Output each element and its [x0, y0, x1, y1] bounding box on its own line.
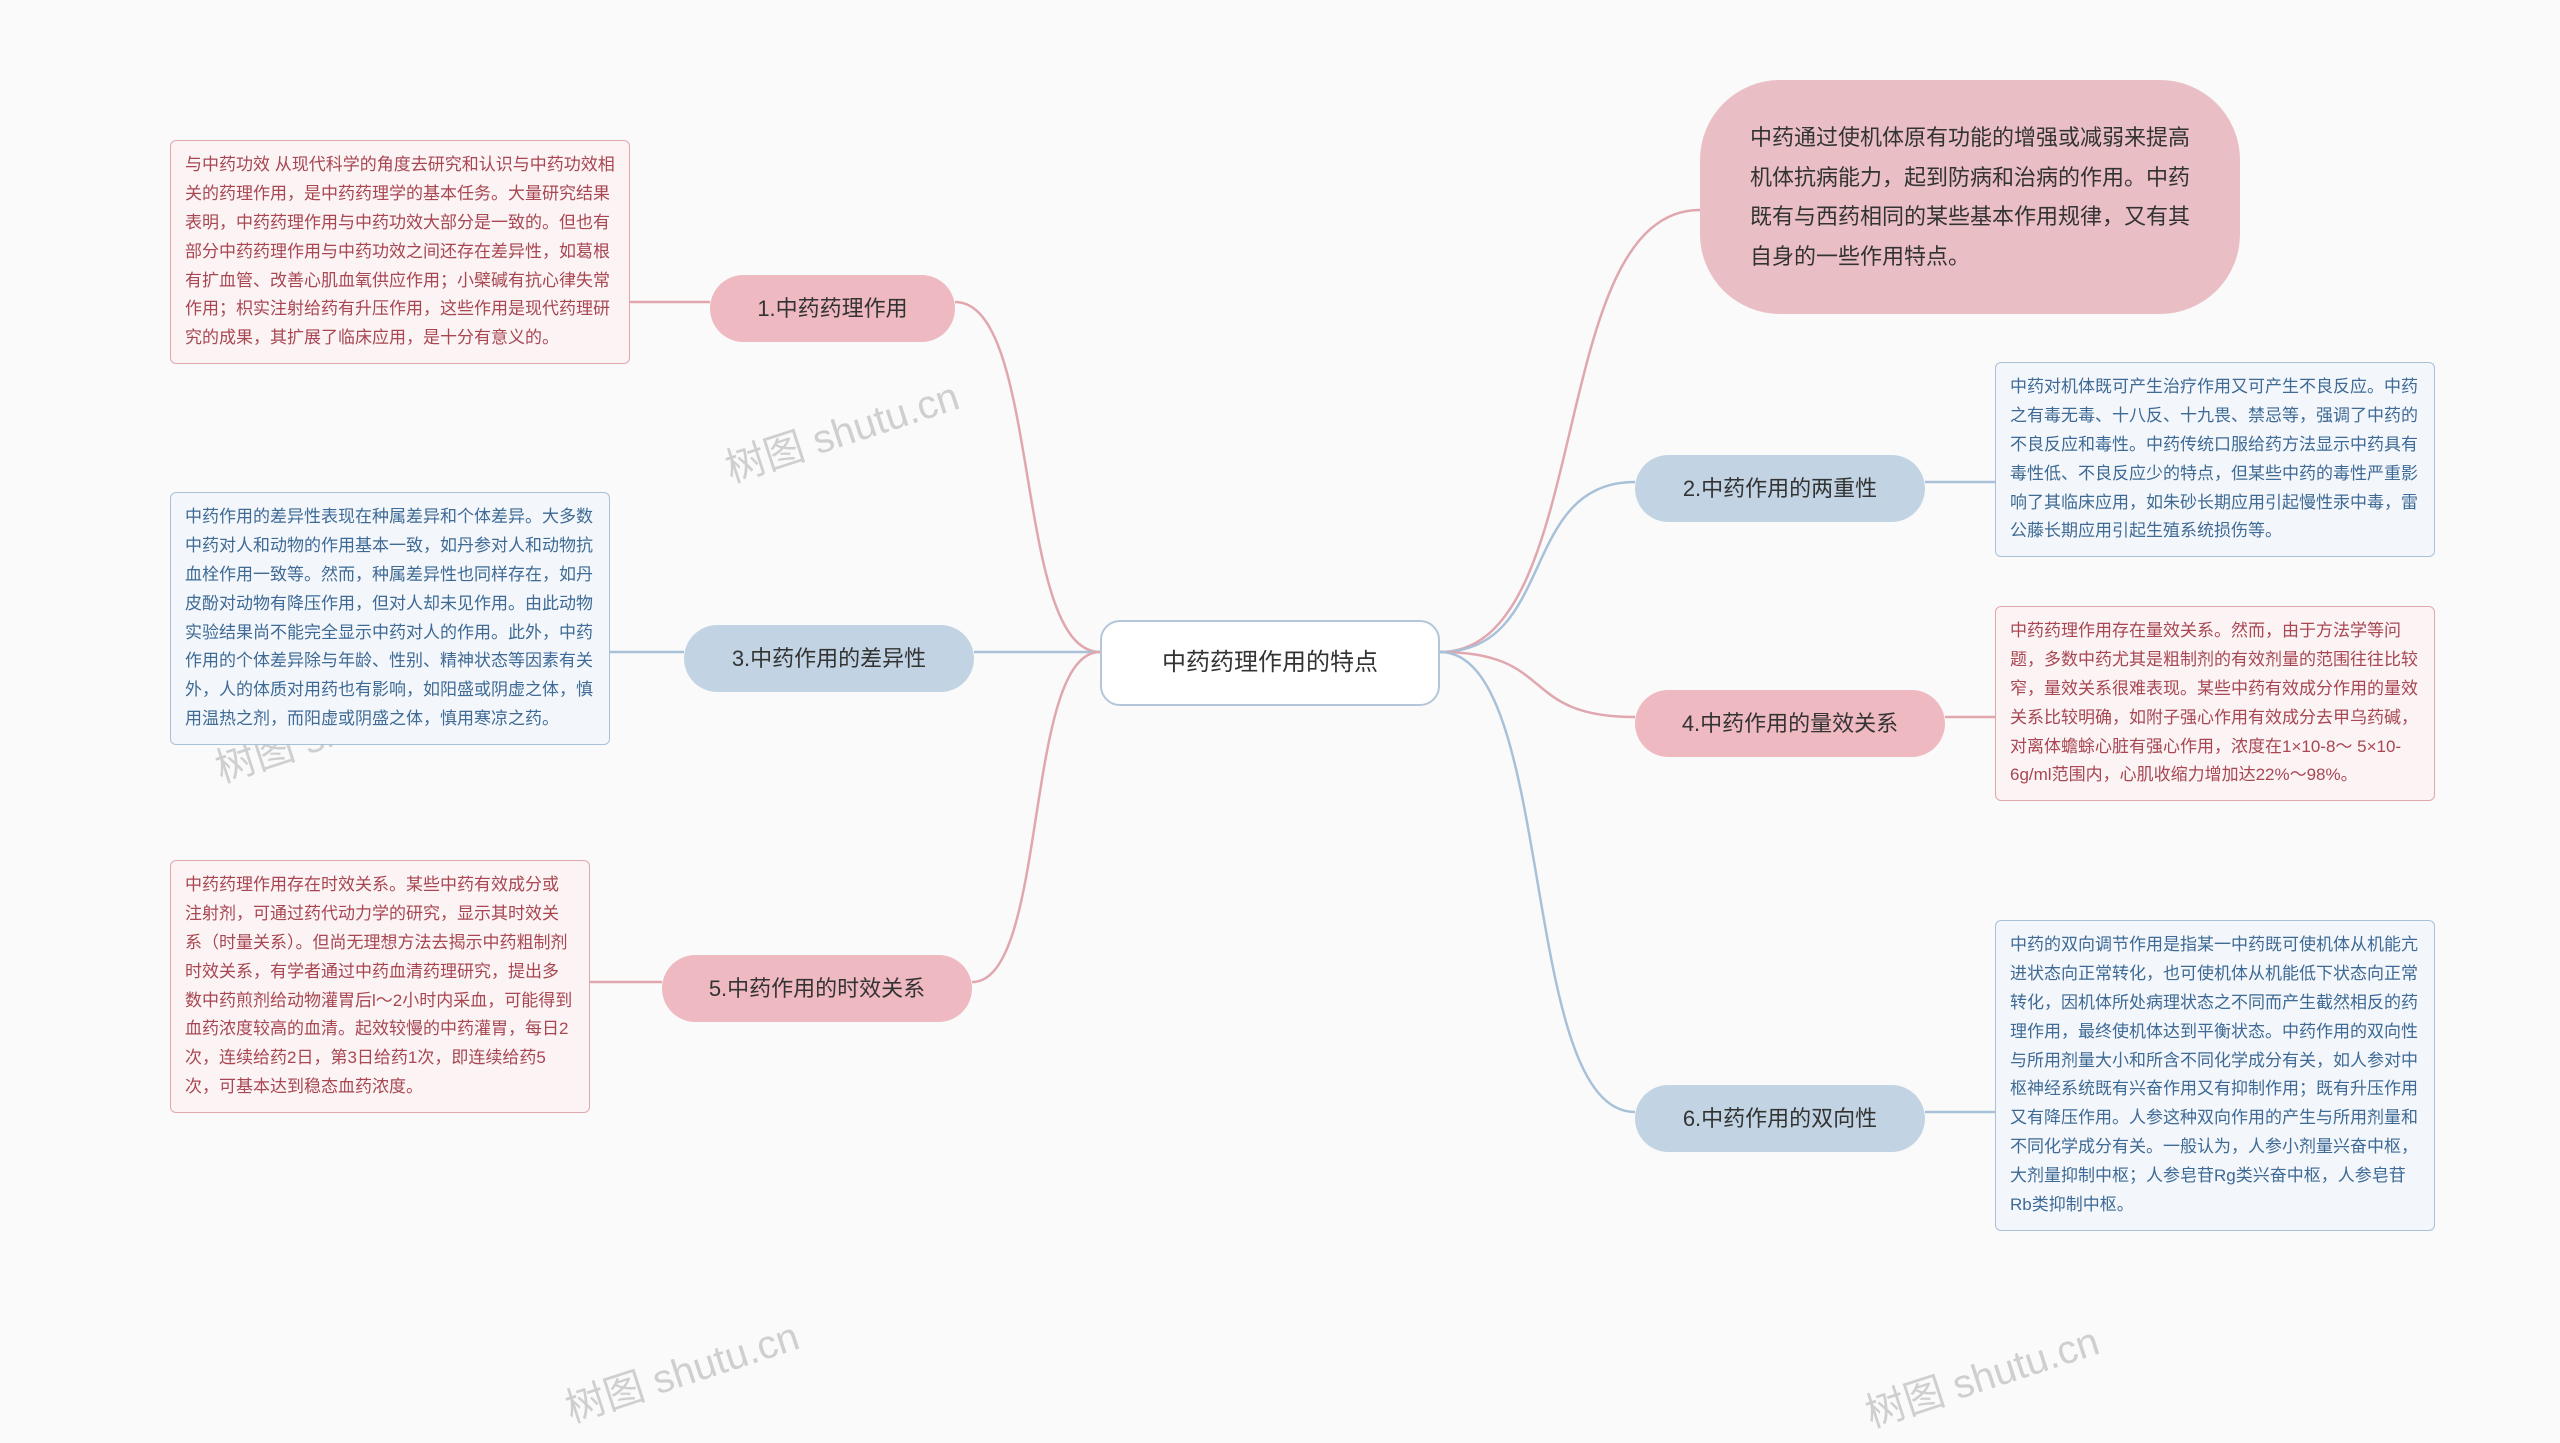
branch-node-4[interactable]: 4.中药作用的量效关系 [1635, 690, 1945, 757]
leaf-text: 中药对机体既可产生治疗作用又可产生不良反应。中药之有毒无毒、十八反、十九畏、禁忌… [2010, 377, 2418, 540]
watermark: 树图 shutu.cn [557, 1304, 805, 1434]
branch-node-2[interactable]: 2.中药作用的两重性 [1635, 455, 1925, 522]
leaf-text: 中药药理作用存在量效关系。然而，由于方法学等问题，多数中药尤其是粗制剂的有效剂量… [2010, 621, 2418, 784]
leaf-node-5[interactable]: 中药药理作用存在时效关系。某些中药有效成分或注射剂，可通过药代动力学的研究，显示… [170, 860, 590, 1113]
center-node[interactable]: 中药药理作用的特点 [1100, 620, 1440, 706]
intro-node[interactable]: 中药通过使机体原有功能的增强或减弱来提高机体抗病能力，起到防病和治病的作用。中药… [1700, 80, 2240, 314]
leaf-node-3[interactable]: 中药作用的差异性表现在种属差异和个体差异。大多数中药对人和动物的作用基本一致，如… [170, 492, 610, 745]
leaf-text: 中药的双向调节作用是指某一中药既可使机体从机能亢进状态向正常转化，也可使机体从机… [2010, 935, 2418, 1214]
leaf-text: 与中药功效 从现代科学的角度去研究和认识与中药功效相关的药理作用，是中药药理学的… [185, 155, 615, 347]
branch-label: 3.中药作用的差异性 [732, 646, 926, 671]
leaf-node-2[interactable]: 中药对机体既可产生治疗作用又可产生不良反应。中药之有毒无毒、十八反、十九畏、禁忌… [1995, 362, 2435, 557]
branch-label: 4.中药作用的量效关系 [1682, 711, 1898, 736]
branch-label: 5.中药作用的时效关系 [709, 976, 925, 1001]
leaf-node-4[interactable]: 中药药理作用存在量效关系。然而，由于方法学等问题，多数中药尤其是粗制剂的有效剂量… [1995, 606, 2435, 801]
branch-label: 1.中药药理作用 [757, 296, 907, 321]
intro-text: 中药通过使机体原有功能的增强或减弱来提高机体抗病能力，起到防病和治病的作用。中药… [1750, 125, 2190, 269]
branch-node-5[interactable]: 5.中药作用的时效关系 [662, 955, 972, 1022]
watermark: 树图 shutu.cn [717, 364, 965, 494]
leaf-node-6[interactable]: 中药的双向调节作用是指某一中药既可使机体从机能亢进状态向正常转化，也可使机体从机… [1995, 920, 2435, 1231]
leaf-text: 中药作用的差异性表现在种属差异和个体差异。大多数中药对人和动物的作用基本一致，如… [185, 507, 593, 728]
leaf-text: 中药药理作用存在时效关系。某些中药有效成分或注射剂，可通过药代动力学的研究，显示… [185, 875, 572, 1096]
center-label: 中药药理作用的特点 [1162, 649, 1378, 676]
branch-node-3[interactable]: 3.中药作用的差异性 [684, 625, 974, 692]
branch-label: 6.中药作用的双向性 [1683, 1106, 1877, 1131]
watermark: 树图 shutu.cn [1857, 1309, 2105, 1439]
branch-node-6[interactable]: 6.中药作用的双向性 [1635, 1085, 1925, 1152]
branch-node-1[interactable]: 1.中药药理作用 [710, 275, 955, 342]
leaf-node-1[interactable]: 与中药功效 从现代科学的角度去研究和认识与中药功效相关的药理作用，是中药药理学的… [170, 140, 630, 364]
branch-label: 2.中药作用的两重性 [1683, 476, 1877, 501]
